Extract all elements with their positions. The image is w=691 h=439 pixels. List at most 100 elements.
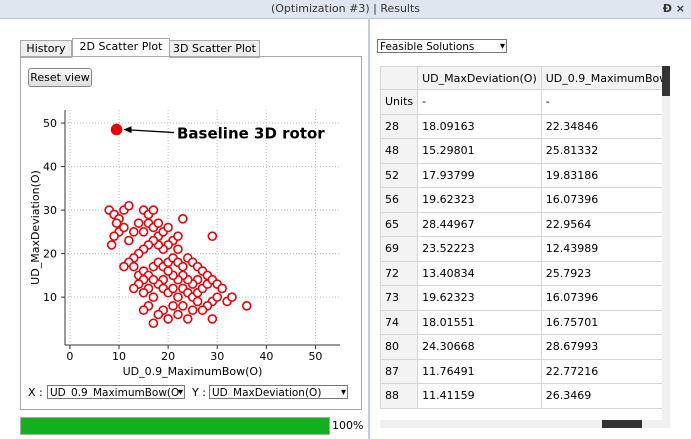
v-scroll[interactable] [662, 66, 670, 420]
v-thumb[interactable] [662, 66, 670, 96]
cell: 19.83186 [540, 162, 662, 188]
x-tick-label: 50 [308, 350, 322, 363]
cell: 28.44967 [417, 211, 542, 237]
point [148, 205, 159, 215]
cell: 26.3469 [540, 383, 662, 409]
annotation: Baseline 3D rotor [177, 125, 325, 143]
cell: 12.43989 [540, 236, 662, 262]
column-header: UD_0.9_MaximumBow(O) [540, 66, 662, 90]
point [128, 227, 139, 237]
reset-button[interactable]: Reset view [28, 68, 92, 87]
table-row: 48 15.29801 25.81332 [380, 138, 662, 164]
point [138, 287, 149, 298]
point [173, 292, 183, 302]
y-tick-label: 40 [43, 161, 57, 174]
table-row: 80 24.30668 28.67993 [380, 334, 662, 360]
h-thumb[interactable] [602, 420, 642, 428]
point [153, 218, 164, 228]
point [227, 292, 237, 302]
point [111, 218, 122, 228]
cell: - [417, 89, 542, 115]
row-header: Units [380, 89, 419, 115]
cell: 28.67993 [540, 334, 662, 360]
title-bar: (Optimization #3) | Results Ɖ × [0, 0, 691, 19]
point [178, 301, 188, 311]
point [182, 314, 193, 324]
point [148, 292, 159, 302]
point [128, 283, 139, 294]
window-icons[interactable]: Ɖ × [662, 2, 685, 15]
x-tick-label: 30 [210, 350, 224, 363]
point [124, 235, 134, 246]
point [163, 266, 173, 276]
row-header: 69 [380, 236, 419, 262]
y-select-label: Y : [192, 386, 206, 399]
table-row: 88 11.41159 26.3469 [380, 383, 662, 409]
cell: 19.62323 [417, 285, 542, 311]
column-header: UD_MaxDeviation(O) [417, 66, 542, 90]
cell: 22.77216 [540, 358, 662, 384]
x-tick-label: 10 [112, 350, 126, 363]
cell: 11.76491 [417, 358, 542, 384]
point [128, 261, 139, 272]
point [163, 314, 173, 324]
y-select[interactable]: UD_MaxDeviation(O) [209, 385, 348, 399]
cell: 25.7923 [540, 260, 662, 286]
cell: 16.07396 [540, 285, 662, 311]
row-header: 28 [380, 113, 419, 139]
cell: 24.30668 [417, 334, 542, 360]
point [207, 231, 218, 242]
cell: 18.01551 [417, 309, 542, 335]
table-wrap: UD_MaxDeviation(O)UD_0.9_MaximumBow(O)Un… [380, 66, 662, 420]
table-row: 65 28.44967 22.9564 [380, 211, 662, 237]
row-header: 56 [380, 187, 419, 213]
point [178, 213, 188, 224]
tab[interactable]: 2D Scatter Plot [72, 38, 170, 58]
window-title: (Optimization #3) | Results [270, 2, 421, 15]
point [168, 301, 178, 311]
x-tick-label: 20 [161, 350, 175, 363]
point [173, 244, 183, 255]
baseline-point [110, 123, 123, 136]
filter-select[interactable]: Feasible Solutions [377, 39, 507, 53]
y-tick-label: 50 [43, 117, 57, 130]
point [217, 283, 227, 294]
x-select[interactable]: UD_0.9_MaximumBow(O [47, 385, 185, 399]
point [178, 261, 188, 272]
row-header: 65 [380, 211, 419, 237]
tab[interactable]: History [20, 40, 72, 58]
point [148, 274, 159, 285]
tab[interactable]: 3D Scatter Plot [169, 40, 260, 58]
table-row: 72 13.40834 25.7923 [380, 260, 662, 286]
x-axis-label: UD_0.9_MaximumBow(O) [123, 365, 263, 378]
y-tick-label: 10 [43, 291, 57, 304]
cell: 16.75701 [540, 309, 662, 335]
table-row: 28 18.09163 22.34846 [380, 113, 662, 139]
cell: 13.40834 [417, 260, 542, 286]
h-scroll[interactable] [380, 420, 670, 428]
point [187, 305, 198, 315]
point [138, 305, 149, 315]
header-row: UD_MaxDeviation(O)UD_0.9_MaximumBow(O) [380, 66, 662, 90]
row-header: 72 [380, 260, 419, 286]
point [163, 222, 173, 233]
x-select-label: X : [28, 386, 43, 399]
point [197, 305, 208, 315]
table-row: 73 19.62323 16.07396 [380, 285, 662, 311]
x-tick-label: 40 [259, 350, 273, 363]
corner-cell [380, 66, 419, 90]
cell: 22.9564 [540, 211, 662, 237]
splitter [368, 18, 370, 439]
cell: 19.62323 [417, 187, 542, 213]
table-row: 74 18.01551 16.75701 [380, 309, 662, 335]
table-row: 52 17.93799 19.83186 [380, 162, 662, 188]
row-header: 48 [380, 138, 419, 164]
point [138, 227, 149, 237]
point [109, 231, 119, 242]
annotation-arrowhead [123, 126, 132, 134]
progress-label: 100% [332, 419, 364, 432]
point [212, 292, 223, 302]
point [133, 218, 144, 228]
point [119, 222, 129, 233]
